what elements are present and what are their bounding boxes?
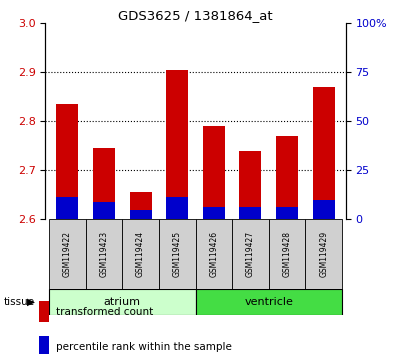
Bar (159, 219, 196, 289)
Bar (203, 126, 225, 219)
Title: GDS3625 / 1381864_at: GDS3625 / 1381864_at (118, 9, 273, 22)
Bar (56, 104, 78, 219)
Text: ventricle: ventricle (244, 297, 293, 307)
Bar (313, 87, 335, 219)
Bar (166, 198, 188, 219)
Text: GSM119428: GSM119428 (282, 231, 292, 277)
Bar (276, 207, 298, 219)
Text: tissue: tissue (4, 297, 35, 307)
Bar (232, 219, 269, 289)
Text: GSM119426: GSM119426 (209, 231, 218, 277)
Text: ▶: ▶ (27, 297, 35, 307)
Bar (239, 151, 261, 219)
Text: GSM119424: GSM119424 (136, 231, 145, 277)
Bar (130, 193, 152, 219)
Text: transformed count: transformed count (56, 307, 153, 316)
Bar (313, 200, 335, 219)
Bar (196, 289, 342, 315)
Text: percentile rank within the sample: percentile rank within the sample (56, 342, 232, 352)
Text: GSM119422: GSM119422 (63, 231, 72, 277)
Text: atrium: atrium (104, 297, 141, 307)
Bar (93, 202, 115, 219)
Bar (276, 136, 298, 219)
Bar (39, 301, 49, 322)
Bar (56, 198, 78, 219)
Bar (122, 219, 159, 289)
Bar (86, 219, 122, 289)
Bar (196, 219, 232, 289)
Bar (166, 70, 188, 219)
Bar (203, 207, 225, 219)
Bar (239, 207, 261, 219)
Text: GSM119429: GSM119429 (319, 231, 328, 277)
Bar (39, 336, 49, 354)
Text: GSM119427: GSM119427 (246, 231, 255, 277)
Text: GSM119423: GSM119423 (100, 231, 109, 277)
Bar (49, 289, 196, 315)
Text: GSM119425: GSM119425 (173, 231, 182, 277)
Bar (93, 148, 115, 219)
Bar (49, 219, 86, 289)
Bar (269, 219, 305, 289)
Bar (305, 219, 342, 289)
Bar (130, 210, 152, 219)
